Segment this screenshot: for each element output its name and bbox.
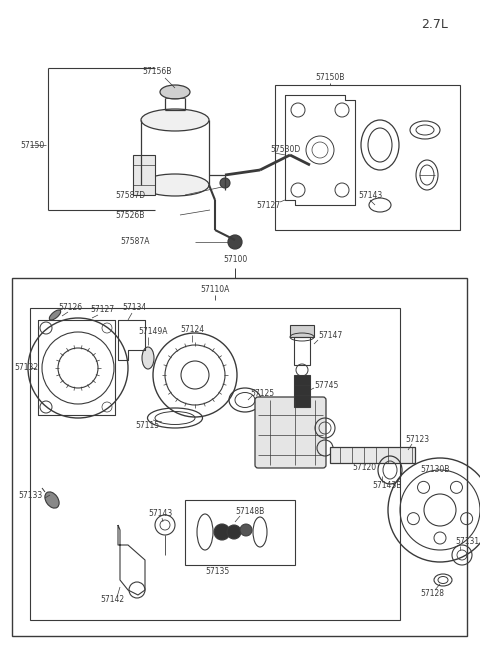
Bar bbox=[12, 278, 467, 636]
Text: 57127: 57127 bbox=[90, 305, 114, 314]
Bar bbox=[275, 85, 460, 230]
Bar bbox=[330, 447, 415, 463]
Text: 57526B: 57526B bbox=[115, 210, 144, 219]
Text: 57133: 57133 bbox=[18, 491, 42, 500]
Text: 57143B: 57143B bbox=[372, 481, 401, 489]
Text: 57135: 57135 bbox=[205, 567, 229, 576]
Text: 57130B: 57130B bbox=[420, 466, 449, 474]
Ellipse shape bbox=[141, 109, 209, 131]
Text: 57132: 57132 bbox=[14, 364, 38, 373]
Bar bbox=[133, 155, 155, 195]
Text: 57149A: 57149A bbox=[138, 328, 168, 337]
Bar bbox=[290, 325, 314, 337]
Circle shape bbox=[227, 525, 241, 539]
Ellipse shape bbox=[142, 347, 154, 369]
FancyBboxPatch shape bbox=[255, 397, 326, 468]
Text: 57156B: 57156B bbox=[142, 67, 171, 77]
Text: 57147: 57147 bbox=[318, 331, 342, 339]
Text: 57131: 57131 bbox=[455, 538, 479, 546]
Text: 57530D: 57530D bbox=[270, 145, 300, 155]
Text: 57134: 57134 bbox=[122, 303, 146, 312]
Text: 57125: 57125 bbox=[250, 388, 274, 398]
Text: 57110A: 57110A bbox=[200, 286, 230, 295]
Text: 57124: 57124 bbox=[180, 326, 204, 335]
Text: 57123: 57123 bbox=[405, 436, 429, 445]
Text: 57127: 57127 bbox=[256, 200, 280, 210]
Text: 57143: 57143 bbox=[358, 191, 382, 200]
Text: 57100: 57100 bbox=[223, 255, 247, 265]
Bar bbox=[294, 337, 310, 365]
Text: 2.7L: 2.7L bbox=[421, 18, 448, 31]
Text: 57150: 57150 bbox=[20, 141, 44, 149]
Bar bbox=[185, 500, 295, 565]
Text: 57120: 57120 bbox=[352, 464, 376, 472]
Bar bbox=[30, 308, 400, 620]
Circle shape bbox=[220, 178, 230, 188]
Ellipse shape bbox=[49, 310, 60, 320]
Text: 57150B: 57150B bbox=[315, 73, 345, 83]
Text: 57745: 57745 bbox=[314, 381, 338, 390]
Text: 57115: 57115 bbox=[135, 421, 159, 430]
Text: 57126: 57126 bbox=[58, 303, 82, 312]
Text: 57142: 57142 bbox=[100, 595, 124, 605]
Text: 57143: 57143 bbox=[148, 508, 172, 517]
Text: 57587A: 57587A bbox=[120, 238, 149, 246]
Bar bbox=[294, 375, 310, 407]
Ellipse shape bbox=[141, 174, 209, 196]
Text: 57128: 57128 bbox=[420, 588, 444, 597]
Ellipse shape bbox=[45, 492, 59, 508]
Text: 57587D: 57587D bbox=[115, 191, 145, 200]
Circle shape bbox=[228, 235, 242, 249]
Ellipse shape bbox=[160, 85, 190, 99]
Circle shape bbox=[240, 524, 252, 536]
Circle shape bbox=[214, 524, 230, 540]
Text: 57148B: 57148B bbox=[235, 508, 264, 517]
